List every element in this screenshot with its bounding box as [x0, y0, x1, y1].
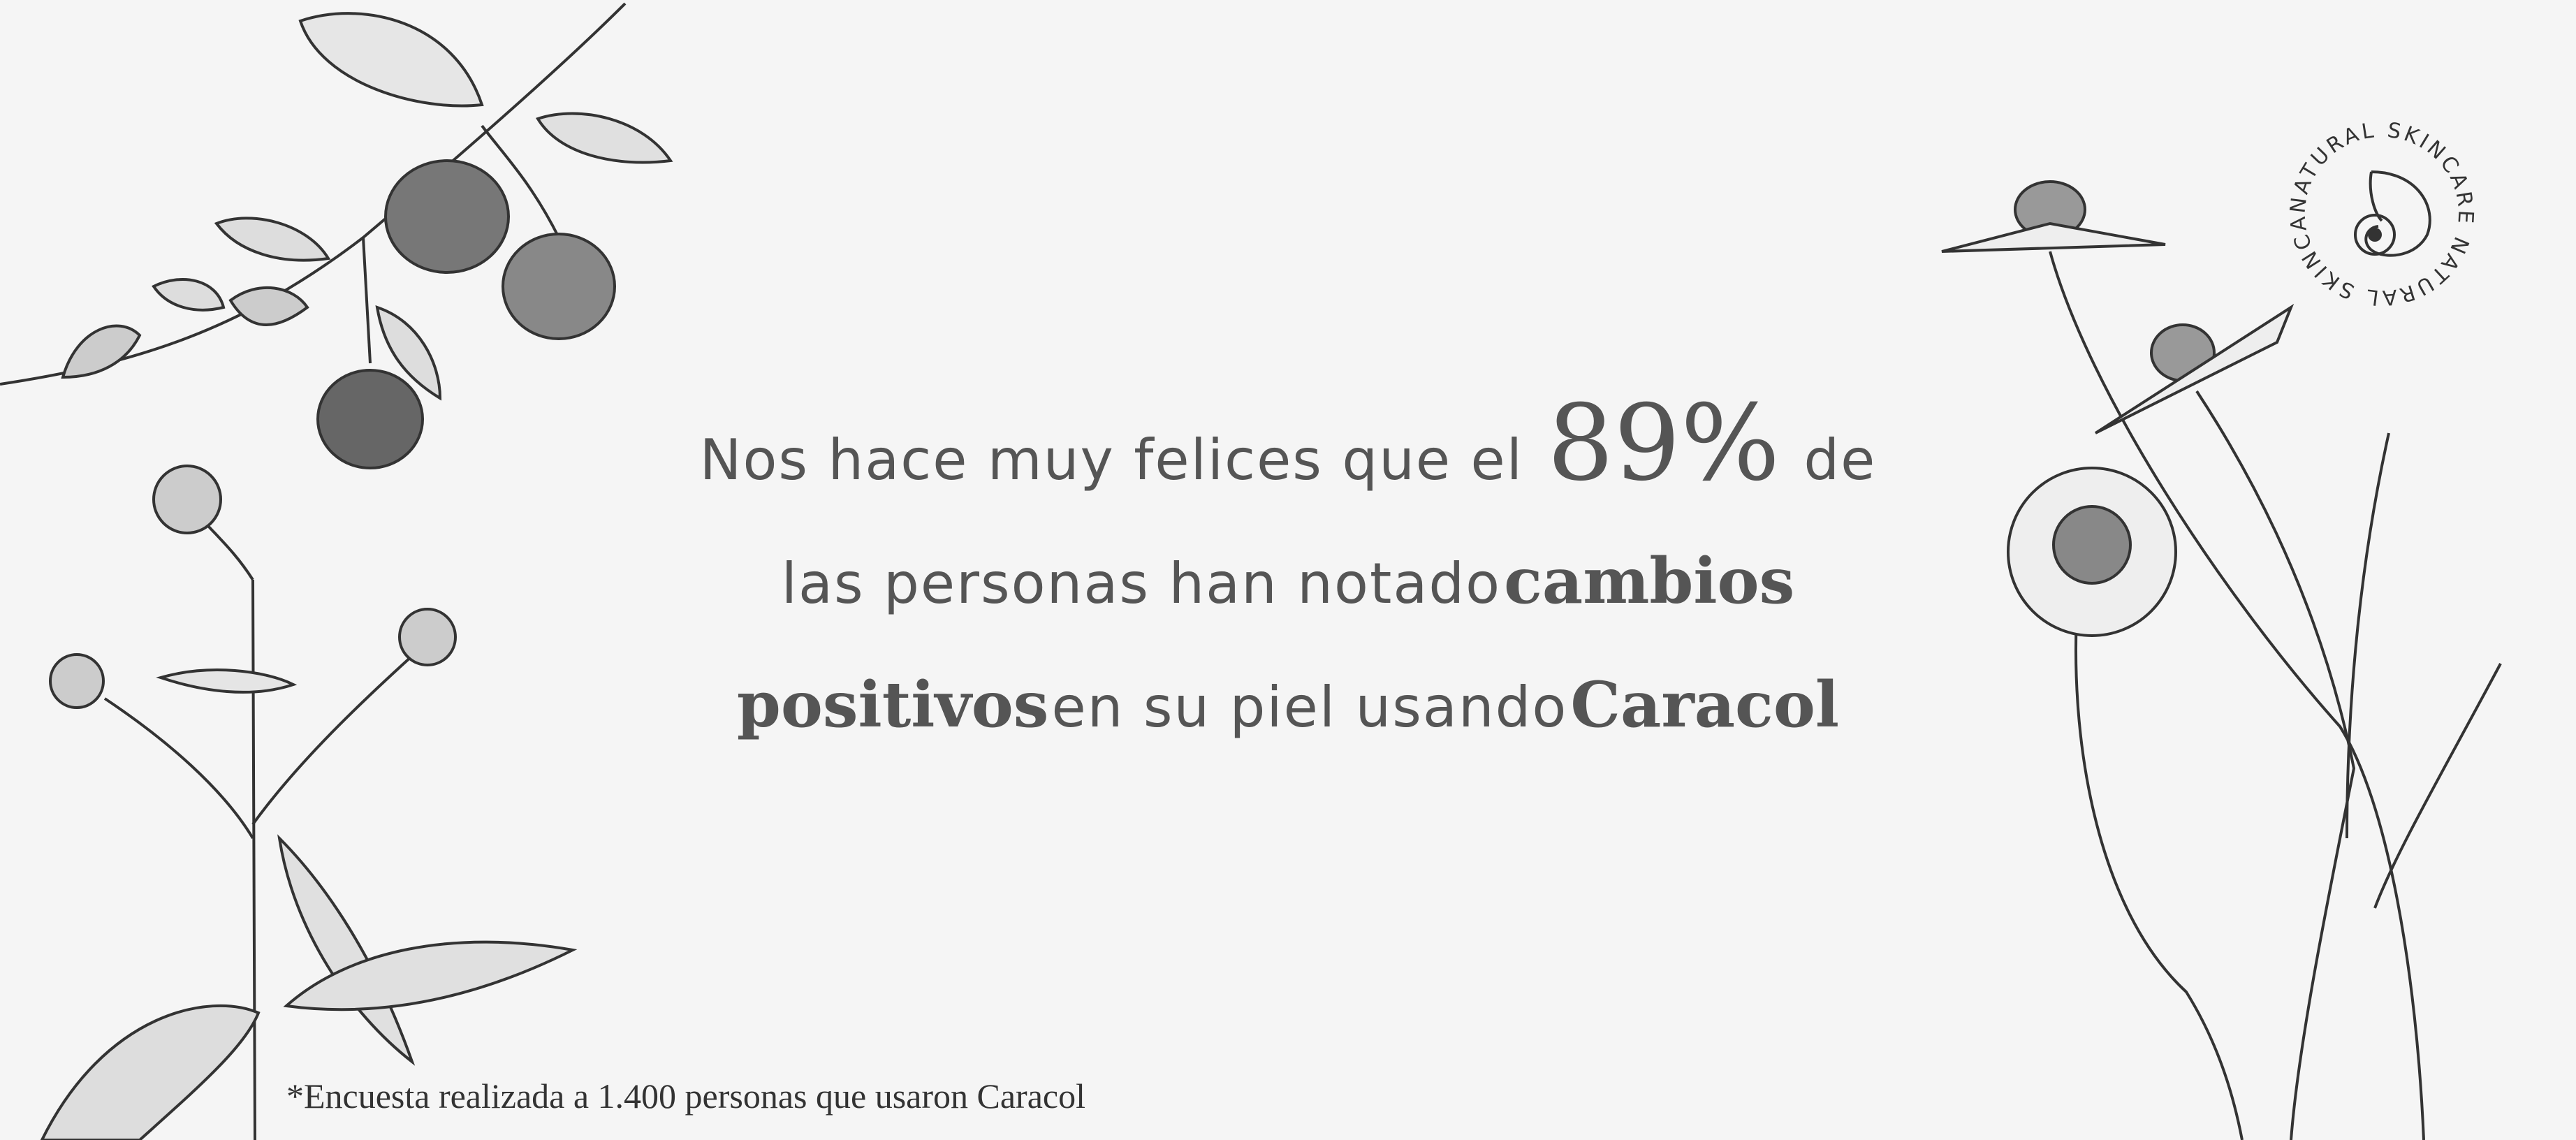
headline-emphasis: cambios	[1504, 544, 1795, 618]
svg-text:NATURAL SKINCARE NATURAL SKINC: NATURAL SKINCARE NATURAL SKINCARE	[2277, 109, 2478, 310]
headline-line-2: las personas han notado cambios	[0, 529, 2576, 652]
natural-skincare-logo: NATURAL SKINCARE NATURAL SKINCARE	[2269, 90, 2487, 322]
berry-branch-illustration	[0, 2, 673, 469]
headline-text: las personas han notado	[781, 551, 1502, 616]
headline-text: de	[1803, 428, 1877, 492]
headline-text: en su piel usando	[1051, 675, 1568, 740]
headline-text: Nos hace muy felices que el	[699, 428, 1523, 492]
nautilus-shell-icon: NATURAL SKINCARE NATURAL SKINCARE	[2269, 90, 2478, 310]
headline: Nos hace muy felices que el 89% de las p…	[0, 391, 2576, 776]
headline-line-3: positivos en su piel usando Caracol	[0, 652, 2576, 776]
headline-emphasis: positivos	[736, 668, 1049, 742]
daisy-illustration	[1941, 180, 2502, 1140]
survey-footnote: *Encuesta realizada a 1.400 personas que…	[286, 1076, 1085, 1116]
wildflower-illustration	[40, 465, 578, 1140]
percent-stat: 89%	[1546, 383, 1780, 504]
brand-name: Caracol	[1570, 668, 1840, 742]
logo-ring-text: NATURAL SKINCARE NATURAL SKINCARE	[2269, 90, 2475, 310]
headline-line-1: Nos hace muy felices que el 89% de	[0, 391, 2576, 529]
